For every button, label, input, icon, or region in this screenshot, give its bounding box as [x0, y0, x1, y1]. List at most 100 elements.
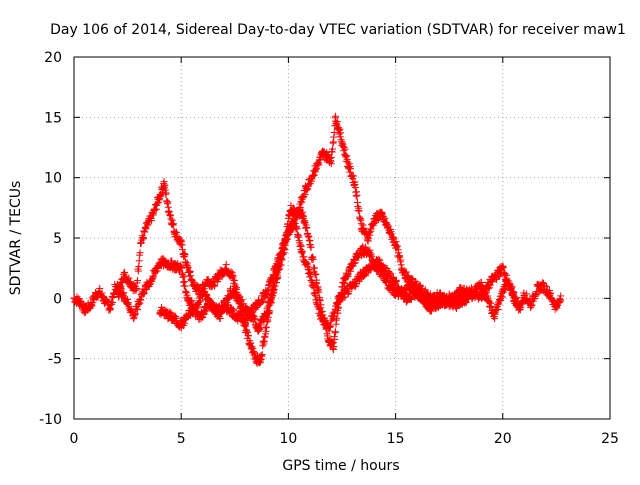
data-point — [331, 335, 339, 343]
data-point — [149, 273, 157, 281]
data-point — [351, 259, 359, 267]
data-point — [245, 332, 253, 340]
axis-ticks: 0 5 10 15 20 25 -10 -5 0 5 10 15 20 — [39, 50, 619, 447]
data-point — [329, 145, 337, 153]
data-point — [307, 270, 315, 278]
data-point — [347, 267, 355, 275]
data-point — [96, 284, 104, 292]
data-point — [108, 300, 116, 308]
y-tick-label: 10 — [44, 171, 62, 187]
x-tick-label: 10 — [279, 431, 297, 447]
data-point — [501, 270, 509, 278]
data-point — [243, 327, 251, 335]
data-point — [350, 172, 358, 180]
data-point — [383, 264, 391, 272]
data-point — [316, 296, 324, 304]
data-point — [263, 311, 271, 319]
data-point — [148, 217, 156, 225]
data-point — [310, 284, 318, 292]
data-point — [508, 283, 516, 291]
data-point — [278, 251, 286, 259]
data-point — [477, 278, 485, 286]
data-point — [296, 204, 304, 212]
data-point — [157, 192, 165, 200]
data-point — [125, 274, 133, 282]
data-point — [271, 282, 279, 290]
data-point — [228, 304, 236, 312]
data-point — [330, 128, 338, 136]
data-point — [258, 351, 266, 359]
data-point — [332, 328, 340, 336]
chart-title: Day 106 of 2014, Sidereal Day-to-day VTE… — [50, 22, 626, 38]
data-point — [259, 297, 267, 305]
data-point — [311, 264, 319, 272]
data-point — [366, 231, 374, 239]
data-point — [341, 145, 349, 153]
data-point — [230, 277, 238, 285]
data-point — [251, 305, 259, 313]
data-point — [257, 324, 265, 332]
data-point — [512, 294, 520, 302]
data-point — [88, 302, 96, 310]
data-point — [333, 118, 341, 126]
data-point — [307, 243, 315, 251]
data-point — [139, 235, 147, 243]
data-point — [162, 189, 170, 197]
data-point — [405, 274, 413, 282]
data-point — [180, 272, 188, 280]
data-point — [386, 270, 394, 278]
y-axis-label: SDTVAR / TECUs — [8, 181, 24, 296]
data-point — [336, 125, 344, 133]
data-point — [340, 144, 348, 152]
data-point — [211, 282, 219, 290]
data-point — [355, 207, 363, 215]
data-point — [518, 300, 526, 308]
data-point — [347, 165, 355, 173]
data-point — [392, 238, 400, 246]
data-point — [117, 285, 125, 293]
data-point — [494, 306, 502, 314]
y-tick-label: -10 — [39, 412, 62, 428]
data-point — [381, 214, 389, 222]
data-point — [557, 292, 565, 300]
x-tick-label: 15 — [387, 431, 405, 447]
data-point — [327, 160, 335, 168]
data-point — [345, 287, 353, 295]
x-tick-label: 0 — [70, 431, 79, 447]
x-axis-label: GPS time / hours — [282, 458, 399, 474]
y-tick-label: 15 — [44, 110, 62, 126]
data-point — [270, 286, 278, 294]
data-point — [230, 306, 238, 314]
data-point — [309, 255, 317, 263]
data-point — [487, 303, 495, 311]
data-point — [196, 297, 204, 305]
data-point — [89, 299, 97, 307]
data-point — [121, 269, 129, 277]
data-point — [330, 343, 338, 351]
y-tick-label: 5 — [53, 231, 62, 247]
data-point — [260, 317, 268, 325]
data-point — [353, 191, 361, 199]
x-tick-label: 5 — [177, 431, 186, 447]
data-point — [188, 297, 196, 305]
data-point — [172, 228, 180, 236]
y-tick-label: 0 — [53, 291, 62, 307]
data-point — [160, 178, 168, 186]
x-tick-label: 25 — [601, 431, 619, 447]
data-point — [503, 271, 511, 279]
data-point — [392, 277, 400, 285]
data-point — [393, 242, 401, 250]
y-tick-label: 20 — [44, 50, 62, 66]
data-point — [238, 296, 246, 304]
data-point — [337, 129, 345, 137]
data-point — [461, 299, 469, 307]
data-point — [528, 301, 536, 309]
data-point — [133, 306, 141, 314]
data-point — [291, 212, 299, 220]
data-point — [462, 294, 470, 302]
data-point — [169, 220, 177, 228]
data-point — [293, 224, 301, 232]
y-tick-label: -5 — [48, 352, 62, 368]
data-point — [115, 282, 123, 290]
